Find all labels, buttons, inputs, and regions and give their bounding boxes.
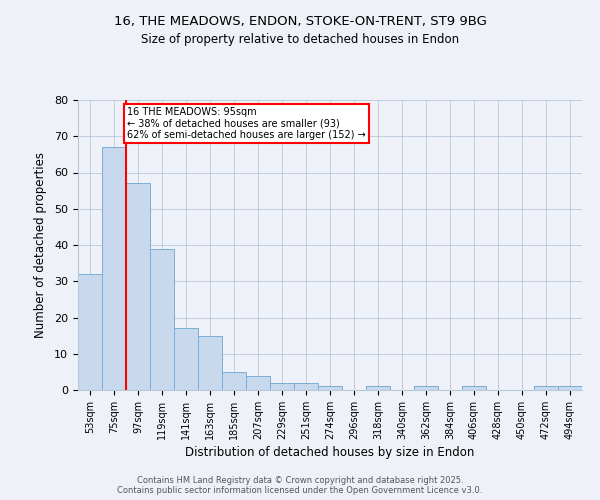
Bar: [414, 386, 438, 390]
Text: 16, THE MEADOWS, ENDON, STOKE-ON-TRENT, ST9 9BG: 16, THE MEADOWS, ENDON, STOKE-ON-TRENT, …: [113, 15, 487, 28]
Bar: [222, 372, 246, 390]
Bar: [318, 386, 342, 390]
Bar: [78, 274, 102, 390]
Y-axis label: Number of detached properties: Number of detached properties: [34, 152, 47, 338]
Bar: [558, 386, 582, 390]
Bar: [534, 386, 558, 390]
Bar: [270, 383, 294, 390]
X-axis label: Distribution of detached houses by size in Endon: Distribution of detached houses by size …: [185, 446, 475, 459]
Bar: [246, 376, 270, 390]
Bar: [462, 386, 486, 390]
Text: Contains HM Land Registry data © Crown copyright and database right 2025.
Contai: Contains HM Land Registry data © Crown c…: [118, 476, 482, 495]
Bar: [174, 328, 198, 390]
Bar: [102, 147, 126, 390]
Text: 16 THE MEADOWS: 95sqm
← 38% of detached houses are smaller (93)
62% of semi-deta: 16 THE MEADOWS: 95sqm ← 38% of detached …: [127, 108, 366, 140]
Bar: [198, 336, 222, 390]
Text: Size of property relative to detached houses in Endon: Size of property relative to detached ho…: [141, 32, 459, 46]
Bar: [126, 184, 150, 390]
Bar: [294, 383, 318, 390]
Bar: [366, 386, 390, 390]
Bar: [150, 248, 174, 390]
